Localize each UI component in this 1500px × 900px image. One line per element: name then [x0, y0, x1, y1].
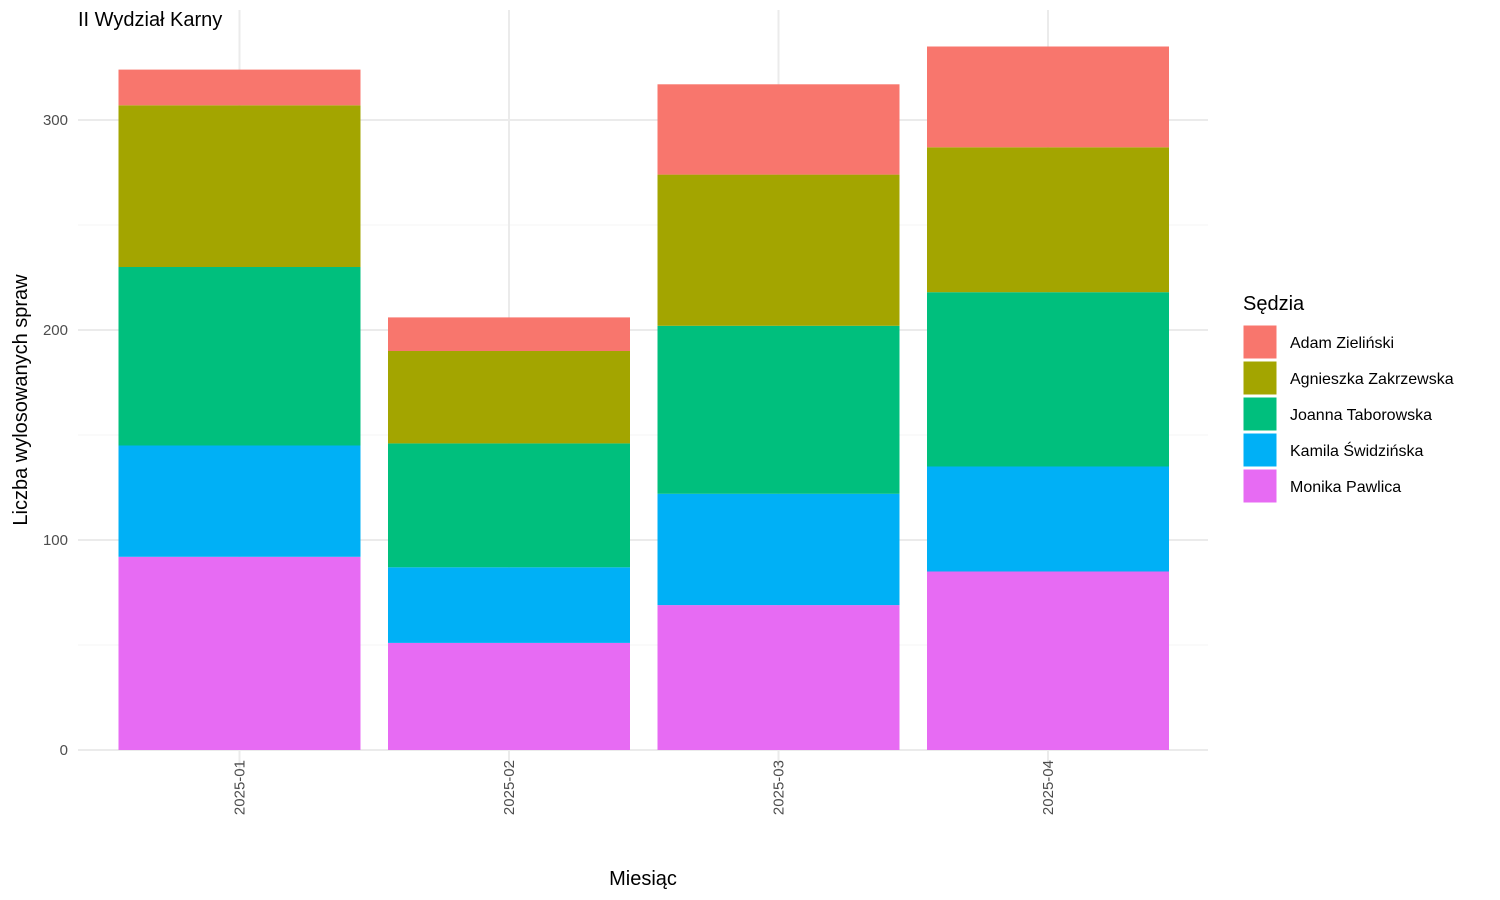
- legend-label: Agnieszka Zakrzewska: [1290, 371, 1454, 388]
- bar-segment: [118, 445, 361, 557]
- x-tick-label: 2025-04: [1040, 760, 1057, 815]
- legend-label: Adam Zieliński: [1290, 335, 1394, 352]
- bar-segment: [927, 292, 1169, 467]
- bar-segment: [388, 317, 630, 351]
- y-axis-title: Liczba wylosowanych spraw: [10, 274, 32, 526]
- bar-segment: [657, 174, 900, 326]
- bar-segment: [118, 105, 361, 267]
- y-tick-labels: 0 100 200 300: [43, 112, 68, 759]
- bar-segment: [657, 84, 900, 175]
- y-tick-label: 300: [43, 112, 68, 129]
- legend-swatch: [1242, 360, 1278, 396]
- x-axis-title: Miesiąc: [609, 868, 677, 890]
- bar-segment: [927, 46, 1169, 148]
- bar-segment: [927, 571, 1169, 750]
- bar-segment: [927, 147, 1169, 293]
- x-tick-label: 2025-02: [501, 760, 518, 815]
- bar-segment: [388, 351, 630, 444]
- legend-label: Monika Pawlica: [1290, 479, 1401, 496]
- bar-segment: [118, 69, 361, 106]
- bar-segment: [657, 325, 900, 494]
- y-tick-label: 100: [43, 532, 68, 549]
- bar-segment: [657, 493, 900, 606]
- bar-segment: [657, 605, 900, 750]
- legend-label: Kamila Świdzińska: [1290, 441, 1423, 460]
- y-tick-label: 0: [60, 742, 68, 759]
- x-tick-label: 2025-01: [232, 760, 249, 815]
- legend-label: Joanna Taborowska: [1290, 407, 1432, 424]
- legend-swatch: [1242, 324, 1278, 360]
- chart-title: II Wydział Karny: [78, 9, 222, 31]
- legend-swatch: [1242, 432, 1278, 468]
- legend-title: Sędzia: [1243, 293, 1305, 315]
- x-tick-labels: 2025-01 2025-02 2025-03 2025-04: [232, 760, 1058, 815]
- bar-segment: [118, 267, 361, 446]
- bar-segment: [388, 642, 630, 750]
- legend: Sędzia Adam Zieliński Agnieszka Zakrzewsk…: [1242, 293, 1454, 504]
- bar-segment: [118, 556, 361, 750]
- legend-swatch: [1242, 396, 1278, 432]
- x-tick-label: 2025-03: [771, 760, 788, 815]
- bars: [118, 46, 1169, 750]
- y-tick-label: 200: [43, 322, 68, 339]
- bar-segment: [927, 466, 1169, 572]
- bar-segment: [388, 567, 630, 643]
- bar-segment: [388, 443, 630, 568]
- legend-swatch: [1242, 468, 1278, 504]
